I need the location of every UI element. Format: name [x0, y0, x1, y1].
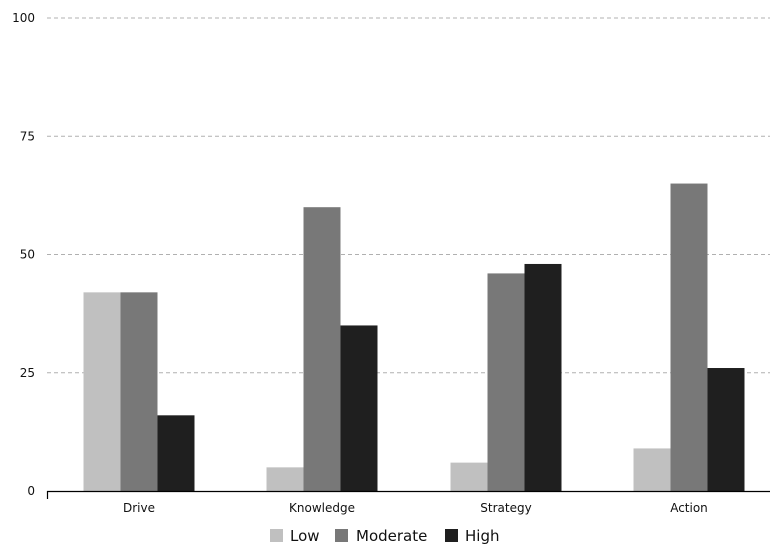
- bar-high-action: [707, 368, 745, 491]
- y-tick-label: 100: [12, 11, 35, 25]
- y-tick-label: 0: [27, 484, 35, 498]
- bar-high-knowledge: [340, 325, 378, 491]
- bar-low-action: [633, 448, 671, 491]
- y-tick-label: 50: [20, 248, 35, 262]
- x-category-label: Knowledge: [289, 501, 355, 515]
- bar-moderate-strategy: [487, 273, 525, 491]
- legend-swatch-moderate: [335, 529, 348, 542]
- x-category-label: Strategy: [480, 501, 531, 515]
- bar-low-strategy: [450, 462, 488, 491]
- bars: [83, 183, 745, 492]
- bar-moderate-drive: [120, 292, 158, 491]
- bar-moderate-knowledge: [303, 207, 341, 491]
- x-axis: [46, 490, 770, 499]
- y-axis-ticks: 0 25 50 75 100: [12, 11, 35, 498]
- gridlines: [47, 17, 770, 374]
- legend-label-high: High: [465, 527, 499, 545]
- legend-swatch-low: [270, 529, 283, 542]
- x-category-label: Drive: [123, 501, 155, 515]
- bar-high-drive: [157, 415, 195, 491]
- y-tick-label: 25: [20, 366, 35, 380]
- legend: Low Moderate High: [270, 527, 499, 545]
- bar-low-drive: [83, 292, 121, 491]
- bar-high-strategy: [524, 263, 562, 491]
- legend-label-moderate: Moderate: [356, 527, 427, 545]
- x-category-label: Action: [670, 501, 708, 515]
- legend-label-low: Low: [290, 527, 320, 545]
- x-axis-labels: Drive Knowledge Strategy Action: [123, 501, 708, 515]
- legend-swatch-high: [445, 529, 458, 542]
- bar-low-knowledge: [266, 467, 304, 491]
- y-tick-label: 75: [20, 129, 35, 143]
- bar-moderate-action: [670, 183, 708, 492]
